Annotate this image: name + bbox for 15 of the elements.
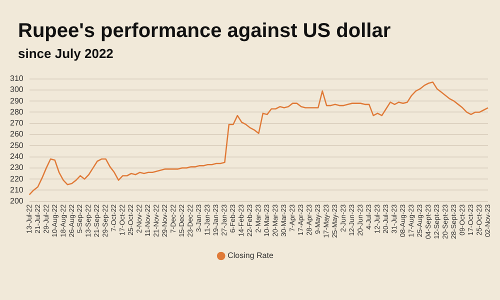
- y-tick-label: 310: [10, 74, 24, 84]
- y-tick-label: 280: [10, 107, 24, 116]
- y-tick-label: 220: [10, 174, 24, 184]
- legend-label: Closing Rate: [228, 251, 274, 260]
- y-tick-label: 250: [10, 140, 24, 150]
- y-tick-label: 260: [10, 130, 24, 139]
- y-tick-label: 240: [10, 152, 24, 161]
- y-tick-label: 200: [10, 196, 24, 206]
- y-tick-label: 230: [10, 163, 24, 172]
- y-tick-label: 300: [10, 85, 24, 94]
- y-tick-label: 290: [10, 96, 24, 106]
- y-tick-label: 210: [10, 185, 24, 194]
- chart-subtitle: since July 2022: [18, 46, 114, 61]
- y-tick-label: 270: [10, 118, 24, 128]
- chart-title: Rupee's performance against US dollar: [18, 20, 391, 43]
